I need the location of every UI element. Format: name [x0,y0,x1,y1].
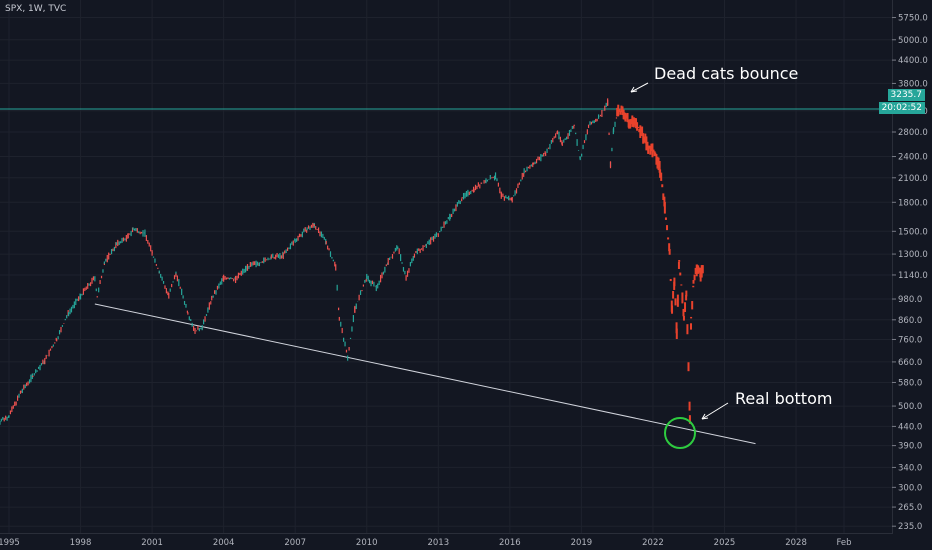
y-tick-label: 1300.0 [898,250,928,260]
x-tick-label: 2016 [499,538,521,548]
interval: 1W [28,4,43,14]
y-tick-label: 1140.0 [898,271,928,281]
y-tick-label: 1500.0 [898,227,928,237]
y-tick-label: 390.0 [898,442,922,452]
y-tick-label: 580.0 [898,378,922,388]
x-tick-label: 2007 [284,538,306,548]
y-tick-label: 660.0 [898,358,922,368]
bottom-circle [664,417,696,449]
y-tick-label: 5750.0 [898,14,928,24]
y-tick-label: 2400.0 [898,153,928,163]
x-tick-label: 1995 [0,538,20,548]
x-tick-label: 2001 [141,538,163,548]
x-tick-label: 2010 [356,538,378,548]
x-tick-label: 2022 [642,538,664,548]
countdown-label: 20:02:52 [878,102,925,114]
y-tick-label: 300.0 [898,483,922,493]
arrowhead-top-icon [630,86,638,93]
x-tick-label: 1998 [70,538,92,548]
annotation-dead-cats-bounce: Dead cats bounce [654,64,799,83]
y-tick-label: 265.0 [898,503,922,513]
y-tick-label: 1800.0 [898,198,928,208]
y-tick-label: 500.0 [898,402,922,412]
y-tick-label: 860.0 [898,316,922,326]
annotation-arrow-top [630,82,649,93]
y-tick-label: 760.0 [898,335,922,345]
trend-line[interactable] [94,303,756,445]
x-tick-label: 2025 [714,538,736,548]
y-tick-label: 440.0 [898,422,922,432]
current-price-label: 3235.7 [887,89,925,101]
data-source: TVC [48,4,67,14]
chart-header: SPX, 1W, TVC [5,4,67,14]
y-tick-label: 235.0 [898,522,922,532]
price-series [0,98,704,425]
annotation-arrow-bottom [701,402,729,420]
y-tick-label: 4400.0 [898,56,928,66]
x-tick-label: Feb [836,538,851,548]
y-tick-label: 980.0 [898,295,922,305]
x-tick-label: 2019 [571,538,593,548]
symbol: SPX [5,4,23,14]
y-tick-label: 340.0 [898,463,922,473]
annotation-real-bottom: Real bottom [735,389,833,408]
x-axis: 1995 1998 2001 2004 2007 2010 2013 2016 2019 2022… [0,538,852,548]
y-tick-label: 2800.0 [898,128,928,138]
x-tick-label: 2028 [785,538,807,548]
y-tick-label: 5000.0 [898,36,928,46]
x-tick-label: 2004 [213,538,235,548]
y-tick-label: 3800.0 [898,79,928,89]
x-tick-label: 2013 [427,538,449,548]
chart-grid [0,0,892,534]
arrowhead-bottom-icon [701,413,709,420]
y-tick-label: 2100.0 [898,174,928,184]
y-axis: 5750.05000.04400.03800.03200.02800.02400… [892,14,928,532]
